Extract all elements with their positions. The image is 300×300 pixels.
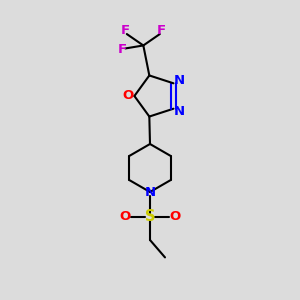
- Text: F: F: [121, 24, 130, 37]
- Text: O: O: [122, 89, 134, 103]
- Text: N: N: [173, 74, 184, 87]
- Text: N: N: [144, 185, 156, 199]
- Text: O: O: [119, 210, 130, 223]
- Text: F: F: [157, 24, 166, 37]
- Text: S: S: [145, 209, 155, 224]
- Text: O: O: [170, 210, 181, 223]
- Text: F: F: [118, 44, 127, 56]
- Text: N: N: [173, 105, 184, 118]
